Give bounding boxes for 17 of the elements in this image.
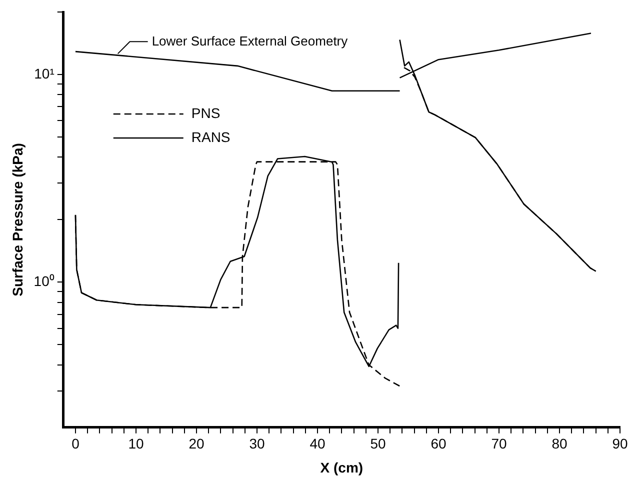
x-tick-label: 30: [249, 436, 265, 452]
x-tick-label: 70: [491, 436, 507, 452]
x-axis-title: X (cm): [320, 459, 364, 476]
x-tick-label: 0: [72, 436, 80, 452]
legend-label: PNS: [191, 104, 220, 121]
x-tick-label: 20: [188, 436, 204, 452]
x-tick-label: 60: [430, 436, 446, 452]
x-tick-label: 40: [310, 436, 326, 452]
x-tick-label: 50: [370, 436, 386, 452]
annotation: Lower Surface External Geometry: [152, 33, 348, 48]
y-tick-label: 10¹: [34, 65, 55, 82]
x-tick-label: 90: [612, 436, 628, 452]
y-axis-title: Surface Pressure (kPa): [9, 143, 26, 296]
x-tick-label: 10: [128, 436, 144, 452]
legend-label: RANS: [191, 128, 230, 145]
x-tick-label: 80: [552, 436, 568, 452]
y-tick-label: 10⁰: [34, 273, 54, 290]
